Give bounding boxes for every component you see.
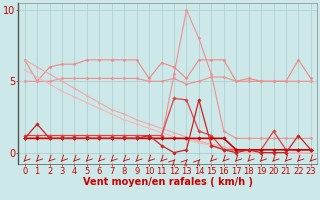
X-axis label: Vent moyen/en rafales ( km/h ): Vent moyen/en rafales ( km/h ) xyxy=(83,177,253,187)
